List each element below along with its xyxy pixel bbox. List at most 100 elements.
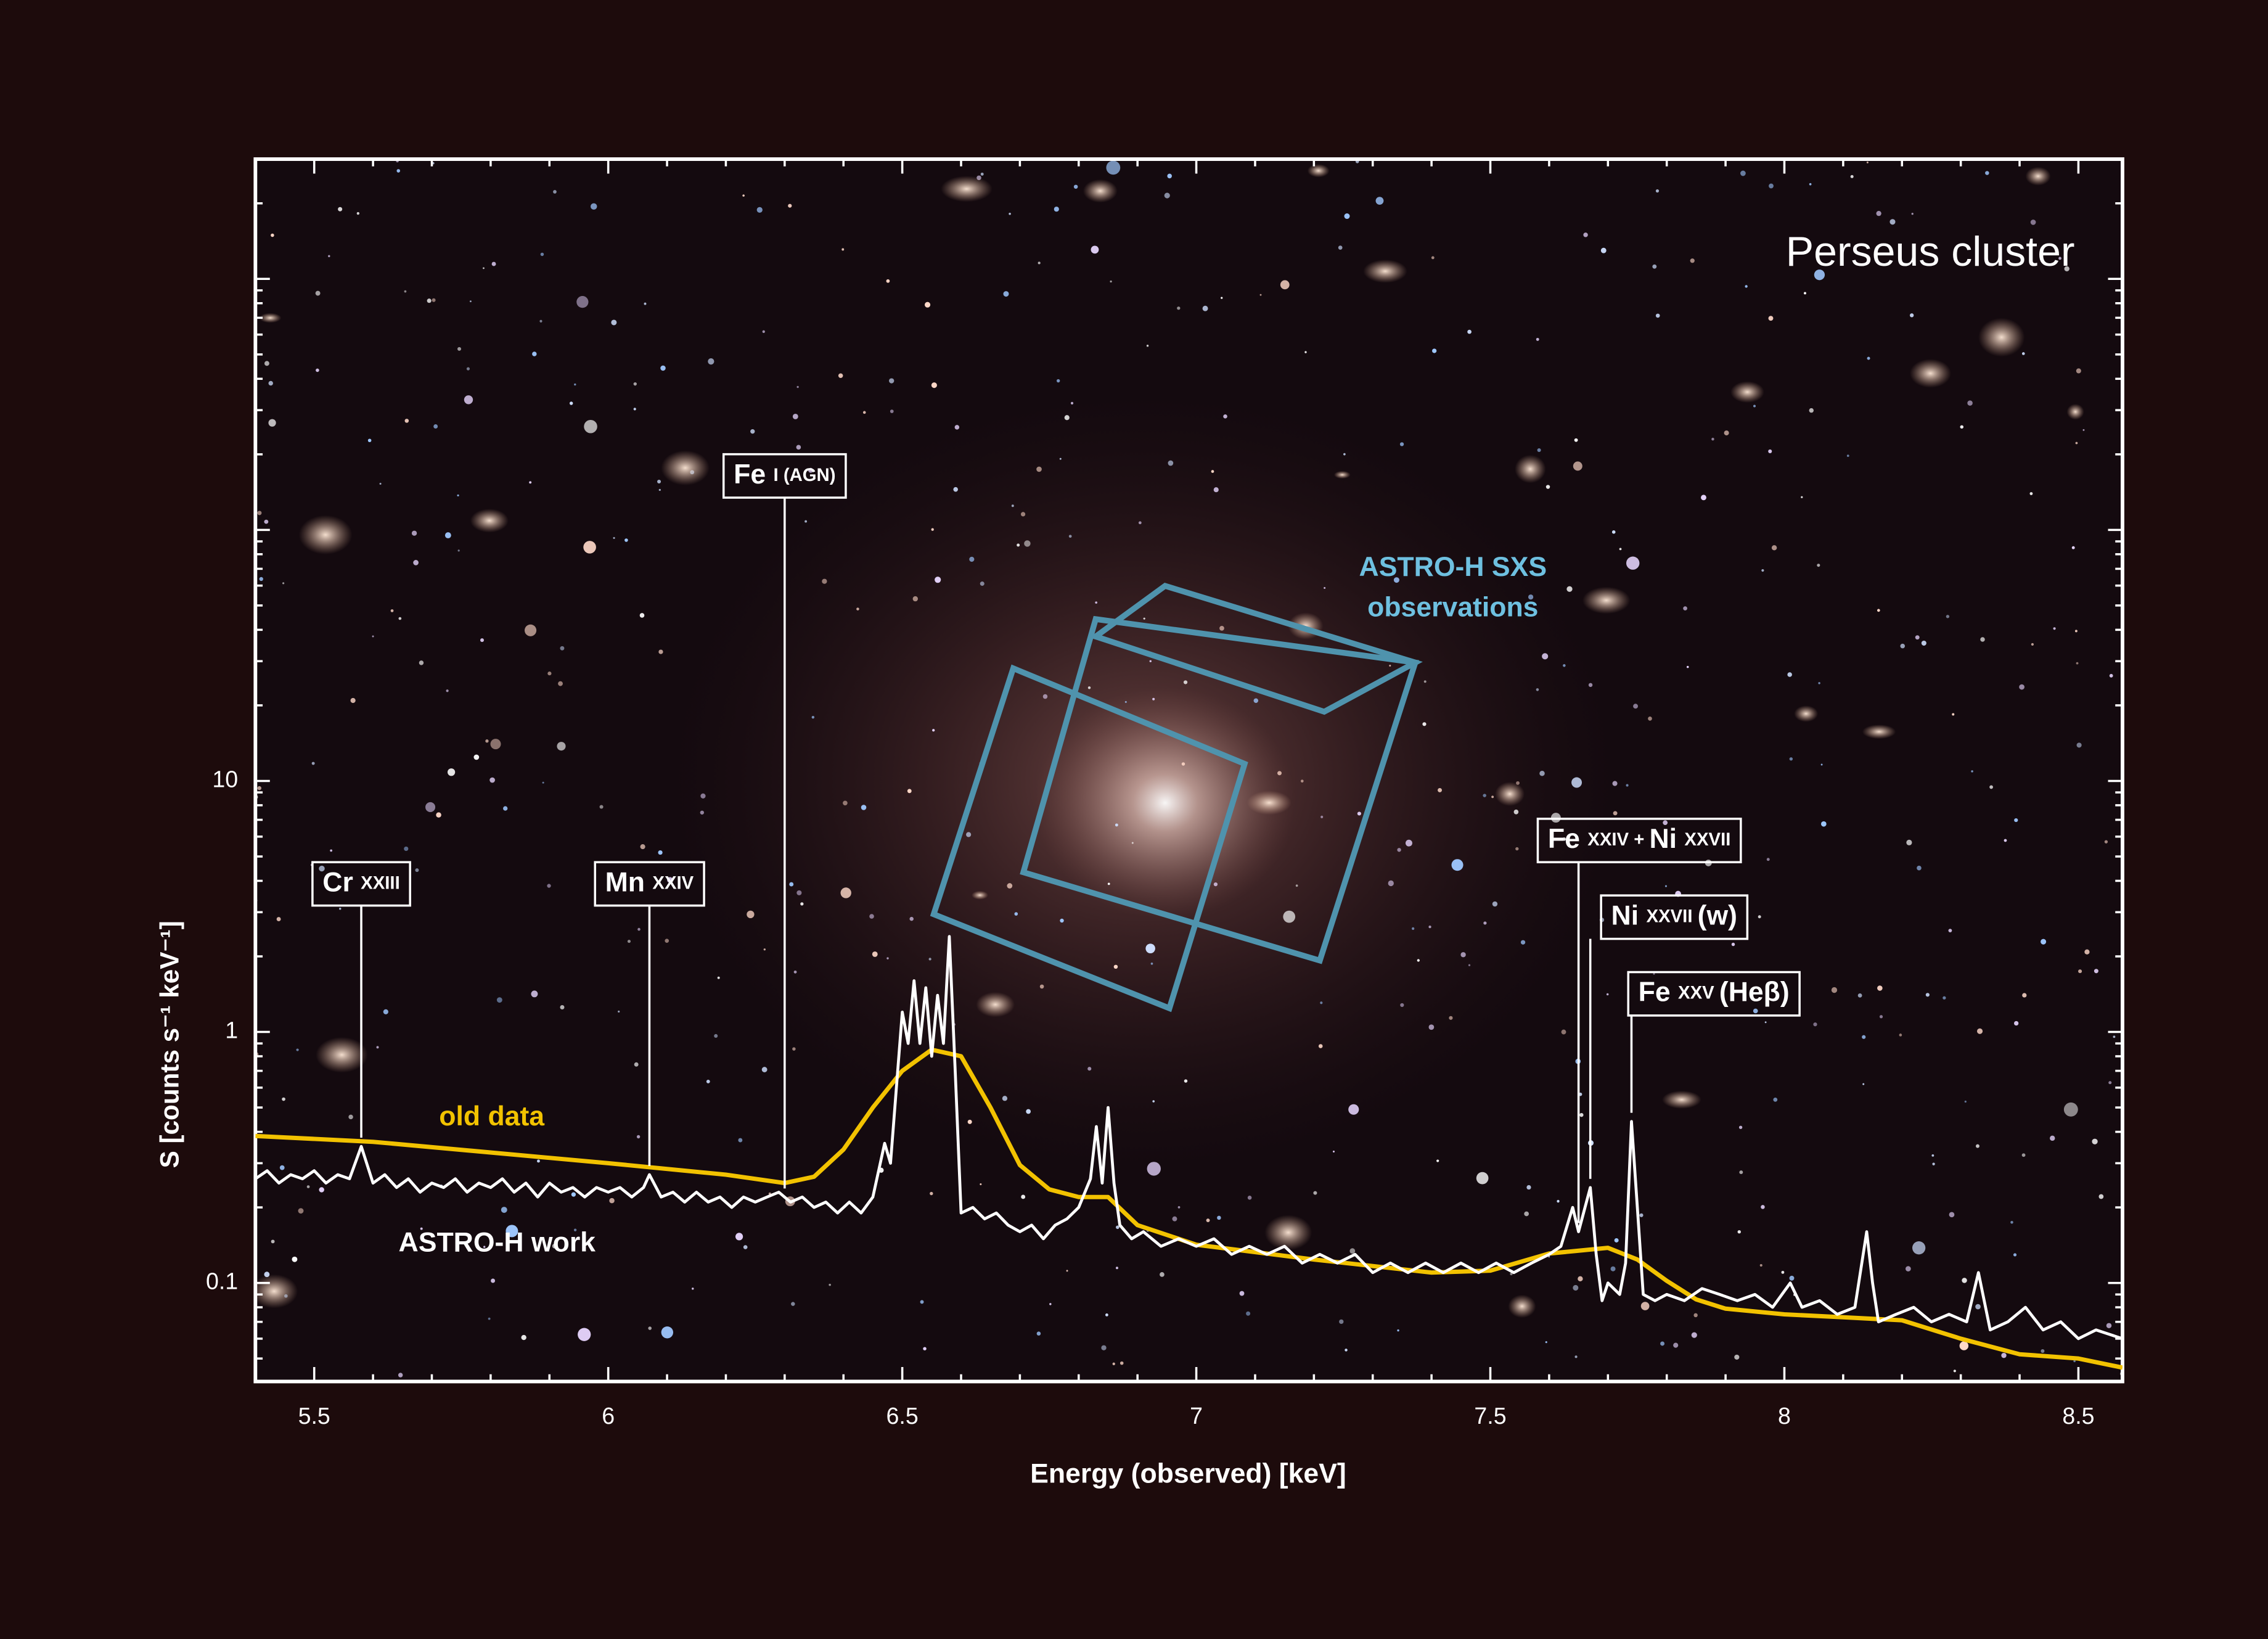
galaxy: [1662, 1090, 1701, 1109]
star: [862, 411, 866, 414]
star: [633, 408, 636, 411]
star: [2021, 1153, 2026, 1157]
x-axis-label: Energy (observed) [keV]: [1030, 1459, 1346, 1489]
star: [1124, 700, 1127, 703]
star: [1007, 883, 1013, 889]
star: [1964, 1100, 1967, 1103]
star: [1206, 1218, 1210, 1223]
star: [2031, 643, 2034, 646]
star: [1068, 535, 1072, 538]
star: [665, 939, 669, 943]
star: [415, 868, 419, 873]
star: [1545, 1341, 1547, 1344]
galaxy: [1264, 1215, 1312, 1251]
star: [542, 781, 544, 784]
star: [1563, 664, 1566, 667]
star: [1054, 207, 1059, 212]
star: [1633, 704, 1638, 709]
star: [1683, 606, 1687, 610]
star: [792, 414, 798, 419]
star: [1152, 697, 1155, 700]
star: [276, 917, 281, 921]
star: [469, 300, 472, 303]
star: [1105, 1313, 1108, 1317]
star: [2098, 1194, 2104, 1199]
star: [1397, 1329, 1399, 1332]
star: [1648, 717, 1652, 721]
star: [967, 1119, 972, 1124]
star: [1168, 460, 1174, 466]
star: [560, 646, 565, 651]
galaxy: [1083, 179, 1118, 203]
star: [1976, 1144, 1979, 1148]
star: [1042, 694, 1048, 699]
star: [268, 419, 276, 427]
star: [1953, 1370, 1956, 1373]
series-label: old data: [439, 1101, 545, 1132]
star: [1877, 985, 1883, 991]
star: [856, 607, 859, 610]
annotation-part: (AGN): [784, 465, 836, 485]
star: [2076, 368, 2081, 374]
sxs-field: [1020, 615, 1419, 964]
star: [457, 347, 462, 351]
star: [379, 482, 382, 485]
star: [292, 1256, 298, 1262]
star: [316, 368, 319, 372]
star: [1431, 256, 1435, 260]
star: [560, 1004, 565, 1009]
star: [804, 520, 808, 523]
galaxy: [1794, 705, 1819, 722]
star: [1557, 1199, 1560, 1203]
star: [1737, 1230, 1741, 1234]
star: [1626, 784, 1629, 787]
star: [1989, 785, 1993, 789]
star: [1177, 306, 1181, 310]
star: [1146, 345, 1149, 347]
star: [1066, 1270, 1068, 1272]
star: [1064, 415, 1070, 421]
y-tick-label: 10: [212, 766, 238, 792]
star: [1734, 1354, 1740, 1360]
star: [444, 532, 451, 539]
star: [1536, 688, 1539, 691]
star: [838, 373, 843, 379]
star: [1428, 1024, 1435, 1030]
star: [1428, 925, 1431, 929]
star: [2022, 993, 2027, 998]
series: [255, 935, 2123, 1370]
star: [1588, 683, 1593, 688]
star: [923, 1347, 927, 1350]
star: [1959, 1341, 1969, 1350]
star: [1017, 543, 1020, 547]
star: [793, 970, 797, 974]
star: [488, 1317, 491, 1320]
star: [1515, 847, 1519, 851]
star: [1528, 594, 1534, 600]
star: [907, 789, 912, 794]
star: [1110, 280, 1112, 283]
star: [529, 481, 532, 484]
star: [1773, 1097, 1778, 1102]
star: [1739, 1170, 1743, 1175]
star: [980, 1183, 982, 1185]
star: [599, 805, 604, 809]
star: [1483, 794, 1486, 797]
star: [1673, 1342, 1679, 1348]
star: [1002, 1096, 1008, 1101]
star: [658, 488, 661, 491]
star: [1375, 197, 1384, 205]
series-line: [255, 1047, 2123, 1370]
annotation-box: [1536, 818, 1742, 863]
star: [506, 1225, 518, 1238]
star: [1343, 453, 1346, 456]
star: [521, 1334, 526, 1341]
star: [1339, 1319, 1344, 1325]
star: [282, 582, 285, 585]
star: [1003, 291, 1009, 297]
star: [578, 1328, 591, 1341]
star: [1116, 1225, 1120, 1230]
star: [2071, 546, 2075, 549]
star: [1804, 292, 1806, 295]
